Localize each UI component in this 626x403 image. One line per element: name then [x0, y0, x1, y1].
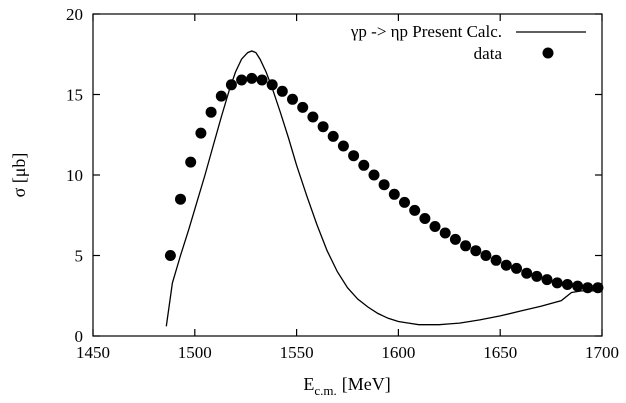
- legend-swatch-data: [542, 47, 554, 59]
- data-point: [175, 193, 186, 205]
- x-tick-label: 1450: [76, 343, 110, 362]
- data-point: [195, 127, 207, 139]
- data-point: [572, 280, 584, 292]
- legend-label-calc: γp -> ηp Present Calc.: [350, 22, 502, 41]
- axis-ticks: 1450 1500 1550 1600 1650 1700 0 5 10 15 20: [66, 5, 619, 362]
- y-tick-label: 10: [66, 166, 83, 185]
- data-point: [307, 111, 319, 123]
- data-point: [449, 233, 461, 245]
- data-point: [399, 196, 410, 208]
- x-axis-label: Ec.m. [MeV]: [303, 374, 390, 398]
- x-tick-label: 1650: [483, 343, 517, 362]
- data-point: [429, 221, 441, 232]
- x-axis-label-subscript: c.m.: [314, 383, 336, 398]
- data-point: [266, 79, 278, 91]
- data-point: [225, 79, 237, 91]
- data-point: [551, 277, 563, 289]
- data-point: [490, 254, 502, 266]
- x-tick-label: 1500: [178, 343, 212, 362]
- data-point: [460, 240, 472, 252]
- data-point: [480, 250, 492, 261]
- y-tick-label: 5: [75, 247, 84, 266]
- data-point: [378, 179, 390, 191]
- legend-label-data: data: [474, 44, 503, 63]
- data-point: [470, 245, 482, 257]
- y-tick-label: 20: [66, 5, 83, 24]
- data-point: [327, 130, 339, 142]
- data-point: [276, 85, 288, 97]
- data-point: [592, 282, 604, 294]
- data-point: [409, 204, 421, 216]
- y-axis-label: σ [μb]: [9, 153, 29, 198]
- data-point: [337, 140, 349, 152]
- data-point: [185, 156, 197, 168]
- data-point: [215, 90, 227, 102]
- y-tick-label: 15: [66, 86, 83, 105]
- data-point: [358, 159, 370, 171]
- data-point: [256, 74, 268, 86]
- calc-curve: [165, 50, 602, 327]
- data-point: [531, 270, 543, 282]
- x-tick-label: 1600: [381, 343, 415, 362]
- data-points-layer: [164, 72, 604, 294]
- data-point: [317, 121, 329, 133]
- data-point: [419, 213, 431, 224]
- data-point: [541, 274, 553, 286]
- x-tick-label: 1700: [585, 343, 619, 362]
- data-point: [164, 250, 176, 261]
- data-point: [521, 267, 533, 279]
- data-point: [236, 74, 248, 86]
- data-point: [511, 262, 522, 274]
- data-point: [561, 279, 573, 290]
- data-point: [246, 72, 258, 84]
- y-tick-label: 0: [75, 327, 84, 346]
- data-point: [297, 101, 309, 113]
- data-point: [205, 106, 217, 118]
- data-point: [500, 259, 512, 271]
- data-point: [439, 227, 451, 239]
- legend: γp -> ηp Present Calc. data: [350, 22, 586, 63]
- data-point: [582, 282, 594, 294]
- data-point: [348, 150, 360, 162]
- data-point: [287, 93, 298, 105]
- data-point: [388, 188, 400, 200]
- data-point: [368, 169, 380, 181]
- x-tick-label: 1550: [280, 343, 314, 362]
- x-axis-label-unit: [MeV]: [342, 374, 391, 394]
- x-axis-label-main: E: [303, 374, 314, 394]
- calc-curve-layer: [165, 50, 602, 327]
